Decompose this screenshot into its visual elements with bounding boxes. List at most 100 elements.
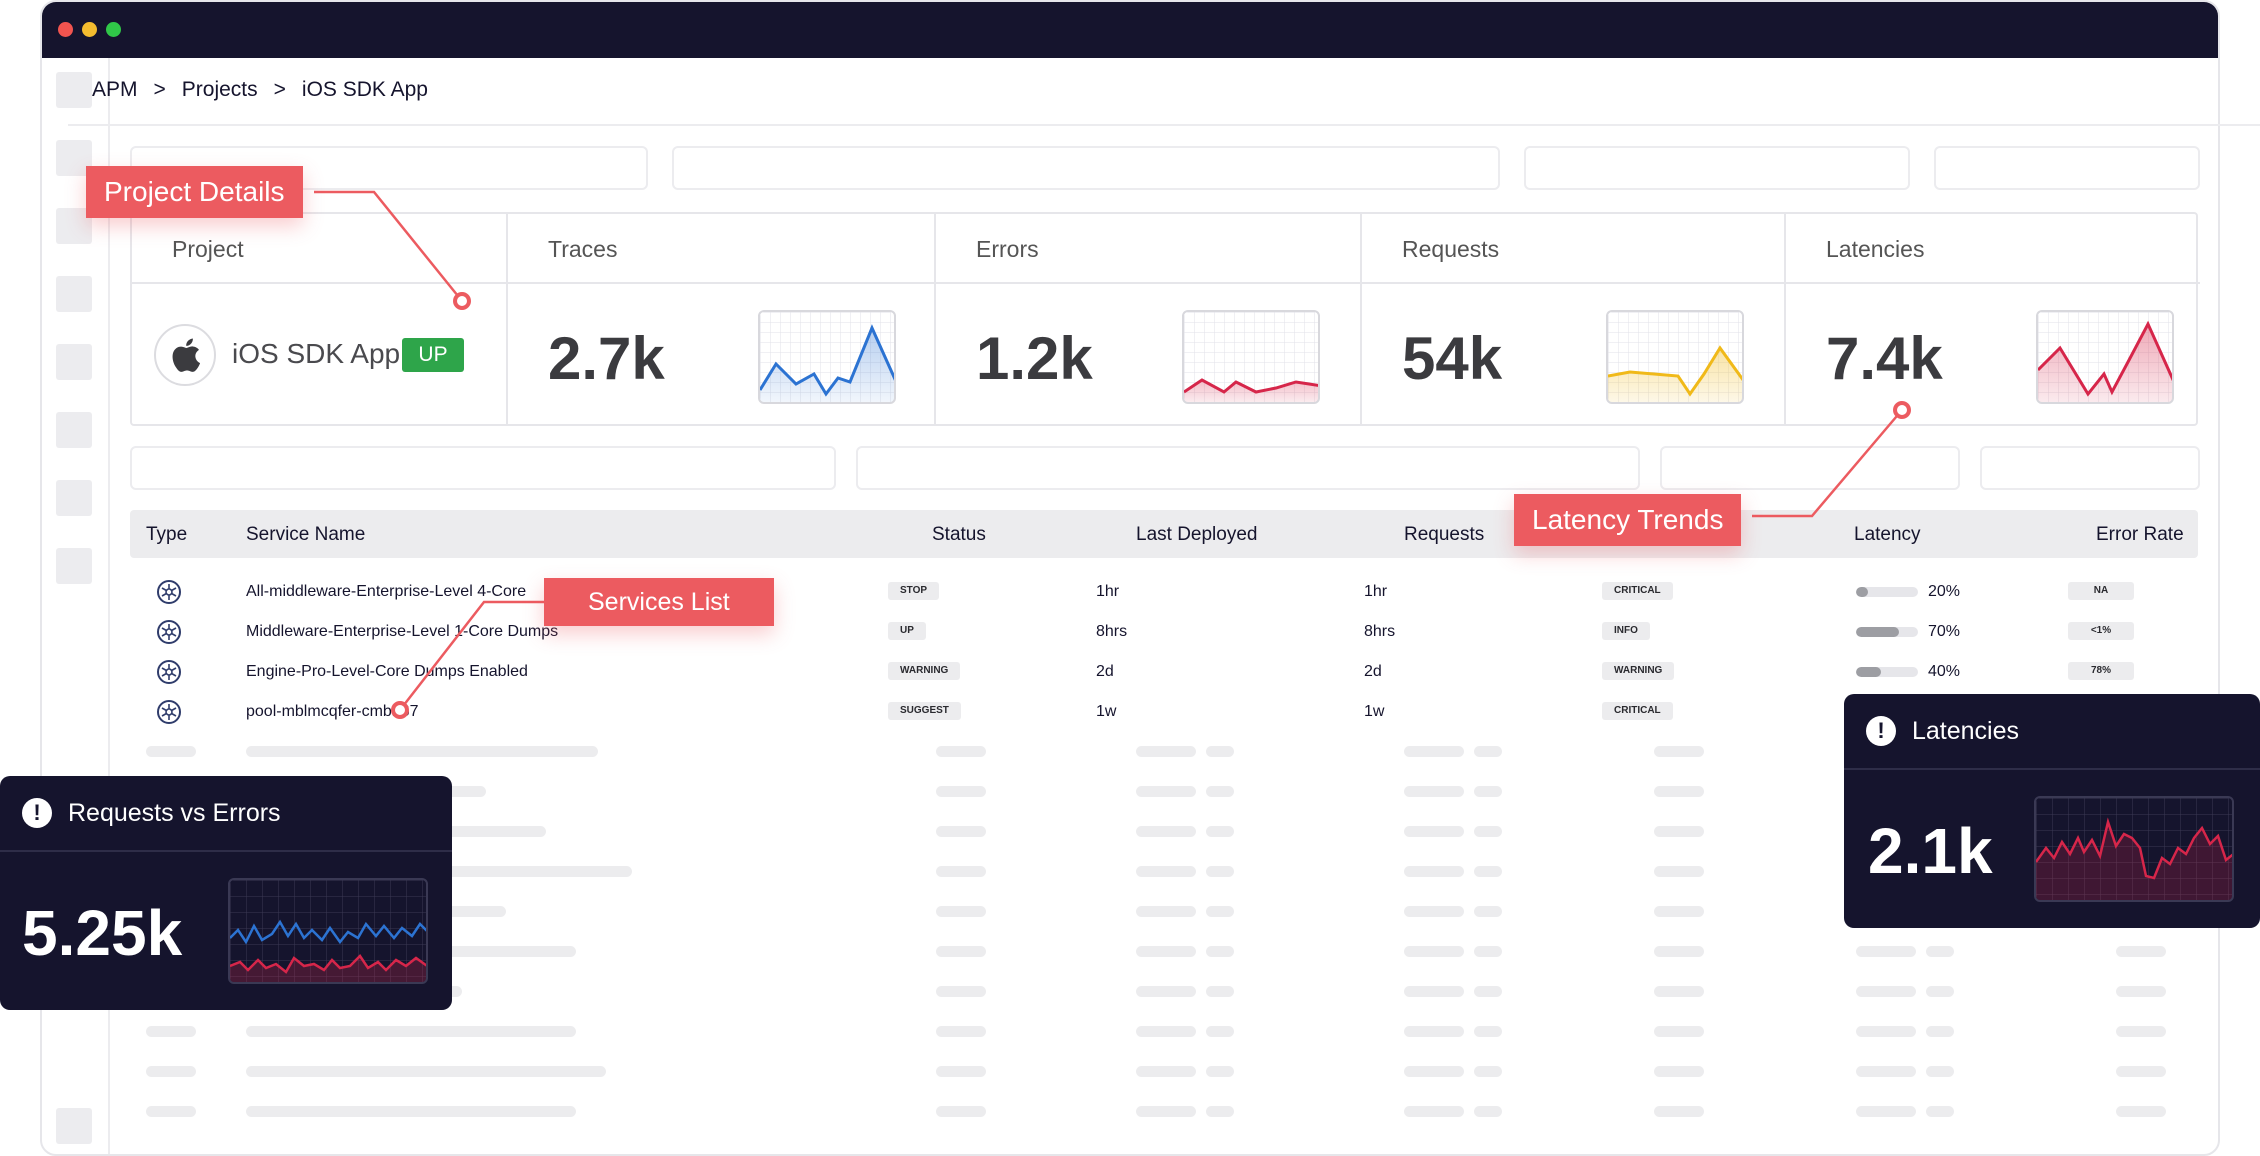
filter-placeholder[interactable] xyxy=(856,446,1640,490)
skeleton-bar xyxy=(1654,1066,1704,1077)
sidebar-item[interactable] xyxy=(56,480,92,516)
skeleton-bar xyxy=(1474,906,1502,917)
col-requests[interactable]: Requests xyxy=(1404,524,1485,545)
sidebar-item[interactable] xyxy=(56,72,92,108)
latencies-widget[interactable]: ! Latencies 2.1k xyxy=(1844,694,2260,928)
filter-placeholder[interactable] xyxy=(1934,146,2200,190)
requests-sparkline xyxy=(1606,310,1744,404)
table-row[interactable]: Middleware-Enterprise-Level 1-Core Dumps… xyxy=(90,612,2158,652)
col-latency[interactable]: Latency xyxy=(1854,524,1921,545)
skeleton-bar xyxy=(1206,1066,1234,1077)
status-pill: UP xyxy=(888,622,926,640)
last-deployed: 1w xyxy=(1096,703,1117,720)
skeleton-bar xyxy=(2116,946,2166,957)
sidebar-item[interactable] xyxy=(56,344,92,380)
col-service-name[interactable]: Service Name xyxy=(246,524,366,545)
latency-bar-fill xyxy=(1856,667,1881,677)
skeleton-bar xyxy=(246,1106,576,1117)
filter-placeholder[interactable] xyxy=(1524,146,1910,190)
skeleton-bar xyxy=(246,1026,576,1037)
col-error-rate[interactable]: Error Rate xyxy=(2096,524,2184,545)
skeleton-bar xyxy=(1206,746,1234,757)
errors-column[interactable]: Errors 1.2k xyxy=(936,214,1362,424)
latencies-header: Latencies xyxy=(1786,214,2200,284)
skeleton-bar xyxy=(936,986,986,997)
project-details-card: Project iOS SDK App UP Traces 2.7k Error… xyxy=(130,212,2200,426)
latency-bar xyxy=(1856,627,1918,637)
service-name[interactable]: All-middleware-Enterprise-Level 4-Core xyxy=(246,583,527,600)
left-sidebar xyxy=(42,58,110,1154)
breadcrumb-projects[interactable]: Projects xyxy=(181,78,258,101)
breadcrumb-current: iOS SDK App xyxy=(301,78,428,101)
service-name[interactable]: Engine-Pro-Level-Core Dumps Enabled xyxy=(246,663,528,680)
breadcrumb-apm[interactable]: APM xyxy=(92,78,138,101)
skeleton-bar xyxy=(1206,826,1234,837)
skeleton-bar xyxy=(1404,826,1464,837)
widget-title: Latencies xyxy=(1912,716,2020,745)
latencies-value: 7.4k xyxy=(1826,325,1943,392)
requests-vs-errors-widget[interactable]: ! Requests vs Errors 5.25k xyxy=(0,776,452,1010)
sidebar-item[interactable] xyxy=(56,412,92,448)
minimize-window-button[interactable] xyxy=(82,22,97,37)
widget-header: ! Latencies xyxy=(1844,694,2260,770)
title-bar xyxy=(42,2,2218,58)
status-pill: STOP xyxy=(888,582,940,600)
skeleton-bar xyxy=(936,866,986,877)
skeleton-bar xyxy=(936,946,986,957)
service-name[interactable]: Middleware-Enterprise-Level 1-Core Dumps xyxy=(246,623,559,640)
latency-bar-fill xyxy=(1856,627,1900,637)
skeleton-bar xyxy=(936,786,986,797)
table-row[interactable]: Engine-Pro-Level-Core Dumps Enabled WARNI… xyxy=(90,652,2158,692)
filter-placeholder[interactable] xyxy=(672,146,1500,190)
skeleton-bar xyxy=(1206,1106,1234,1117)
col-status[interactable]: Status xyxy=(932,524,986,545)
skeleton-bar xyxy=(1404,1106,1464,1117)
skeleton-bar xyxy=(1136,986,1196,997)
traces-column[interactable]: Traces 2.7k xyxy=(508,214,936,424)
skeleton-bar xyxy=(1654,786,1704,797)
skeleton-bar xyxy=(1136,866,1196,877)
sidebar-item[interactable] xyxy=(56,548,92,584)
table-row[interactable]: pool-mblmcqfer-cmbb67 SUGGEST 1w 1w CRITICAL xyxy=(90,692,2158,732)
skeleton-bar xyxy=(1404,1026,1464,1037)
filter-placeholder[interactable] xyxy=(1660,446,1960,490)
skeleton-bar xyxy=(1136,826,1196,837)
filter-placeholder[interactable] xyxy=(1980,446,2200,490)
kubernetes-icon xyxy=(156,659,182,685)
latency-bar xyxy=(1856,667,1918,677)
service-name[interactable]: pool-mblmcqfer-cmbb67 xyxy=(246,703,419,720)
latencies-column[interactable]: Latencies 7.4k xyxy=(1786,214,2200,424)
errors-sparkline xyxy=(1182,310,1320,404)
skeleton-bar xyxy=(1856,986,1916,997)
skeleton-bar xyxy=(1654,746,1704,757)
filter-placeholder[interactable] xyxy=(130,446,836,490)
status-badge: UP xyxy=(402,338,464,372)
col-last-deployed[interactable]: Last Deployed xyxy=(1136,524,1258,545)
skeleton-bar xyxy=(1474,1066,1502,1077)
skeleton-bar xyxy=(1206,946,1234,957)
skeleton-bar xyxy=(1404,746,1464,757)
requests-value: 54k xyxy=(1402,325,1503,392)
app-name[interactable]: iOS SDK App xyxy=(232,338,401,369)
col-type[interactable]: Type xyxy=(146,524,188,545)
skeleton-bar xyxy=(1404,946,1464,957)
skeleton-bar xyxy=(1474,746,1502,757)
last-deployed: 8hrs xyxy=(1096,623,1128,640)
skeleton-bar xyxy=(1654,826,1704,837)
skeleton-bar xyxy=(1654,946,1704,957)
sidebar-item[interactable] xyxy=(56,276,92,312)
skeleton-bar xyxy=(1856,946,1916,957)
table-row[interactable]: All-middleware-Enterprise-Level 4-Core ST… xyxy=(90,572,2158,612)
skeleton-bar xyxy=(1404,906,1464,917)
skeleton-bar xyxy=(2116,1066,2166,1077)
skeleton-bar xyxy=(146,746,196,757)
skeleton-bar xyxy=(1474,826,1502,837)
skeleton-bar xyxy=(1926,1106,1954,1117)
kubernetes-icon xyxy=(156,579,182,605)
skeleton-bar xyxy=(936,906,986,917)
close-window-button[interactable] xyxy=(58,22,73,37)
requests-column[interactable]: Requests 54k xyxy=(1362,214,1786,424)
header-divider xyxy=(68,124,2260,126)
sidebar-item-bottom[interactable] xyxy=(56,1108,92,1144)
maximize-window-button[interactable] xyxy=(106,22,121,37)
